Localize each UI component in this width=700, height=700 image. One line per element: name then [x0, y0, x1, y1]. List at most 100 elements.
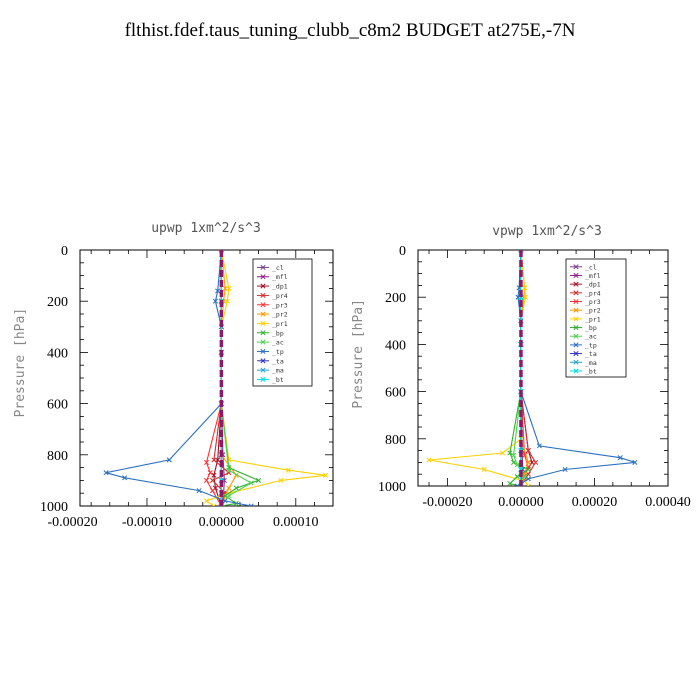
- series-point: [525, 466, 531, 473]
- legend-marker: [573, 324, 579, 331]
- series-group: [426, 250, 638, 486]
- series-line-pr1: [205, 250, 326, 506]
- legend-marker: [260, 367, 266, 373]
- chart-panel-2: vpwp 1xm^2/s^3 Pressure [hPa] 0 200 400 600 80…: [351, 224, 691, 510]
- series-point: [103, 470, 109, 476]
- legend-marker: [260, 264, 266, 270]
- legend-marker: [260, 320, 266, 326]
- series-line-pr3: [205, 250, 222, 506]
- legend-label: _pr3: [272, 301, 288, 309]
- x-tick-label: -0.00020: [422, 495, 472, 510]
- series-point: [166, 457, 172, 463]
- y-tick-label: 800: [385, 433, 406, 448]
- x-tick-label: 0.00020: [572, 495, 618, 510]
- legend-marker: [260, 274, 266, 280]
- x-tick-label: 0.00000: [498, 495, 544, 510]
- legend-marker: [573, 264, 579, 270]
- series-point: [122, 475, 128, 481]
- x-tick-label: 0.00000: [199, 515, 245, 530]
- legend-label: _pr3: [585, 298, 601, 306]
- legend-marker: [260, 283, 266, 289]
- series-point: [507, 450, 513, 456]
- y-tick-label: 600: [385, 386, 406, 401]
- series-point: [525, 483, 531, 486]
- series-point: [617, 455, 623, 461]
- legend-label: _dp1: [585, 281, 601, 289]
- chart-title: vpwp 1xm^2/s^3: [492, 224, 602, 239]
- series-point: [514, 483, 520, 486]
- series-point: [222, 493, 228, 499]
- series-point: [226, 285, 232, 291]
- legend-marker: [573, 368, 579, 374]
- series-point: [211, 457, 217, 463]
- series-point: [522, 285, 528, 291]
- series-point: [248, 503, 254, 506]
- legend-label: _pr2: [272, 311, 288, 319]
- legend-marker: [573, 290, 579, 296]
- y-tick-label: 0: [61, 244, 68, 259]
- series-point: [207, 470, 213, 476]
- chart-panel-1: upwp 1xm^2/s^3 Pressure [hPa] 0 200 400 600 80…: [13, 221, 334, 530]
- legend: _cl_mfl_dp1_pr4_pr3_pr2_pr1_bp_ac_tp_ta_…: [565, 258, 627, 378]
- legend-marker: [260, 292, 266, 298]
- series-point: [224, 298, 230, 304]
- series-point: [511, 452, 517, 458]
- legend-label: _ac: [272, 339, 284, 347]
- y-tick-label: 200: [385, 291, 406, 306]
- legend-label: _pr2: [585, 307, 601, 315]
- legend-label: _tp: [585, 341, 597, 349]
- series-point: [536, 443, 542, 449]
- legend-box: [252, 258, 313, 387]
- series-point: [533, 459, 539, 465]
- series-line-pr1: [428, 250, 529, 486]
- legend-label: _ac: [585, 333, 597, 341]
- legend-marker: [573, 333, 579, 339]
- legend-marker: [573, 342, 579, 348]
- plot-frame: [417, 249, 669, 487]
- y-axis-label: Pressure [hPa]: [351, 299, 366, 409]
- legend-marker: [260, 330, 266, 336]
- series-point: [525, 471, 531, 477]
- legend-marker: [573, 316, 579, 322]
- series-point: [209, 488, 216, 494]
- series-point: [514, 474, 520, 480]
- legend-marker: [573, 351, 579, 357]
- series-point: [203, 498, 210, 504]
- legend-marker: [573, 359, 579, 365]
- y-tick-label: 400: [385, 338, 406, 353]
- y-tick-label: 800: [47, 449, 68, 464]
- series-group: [103, 250, 329, 506]
- series-point: [511, 459, 517, 465]
- series-point: [525, 448, 531, 454]
- legend-label: _pr4: [585, 289, 601, 297]
- legend-label: _bt: [585, 367, 597, 375]
- x-tick-label: -0.00020: [47, 515, 97, 530]
- legend-label: _ta: [272, 357, 284, 365]
- series-point: [211, 472, 217, 478]
- series-point: [500, 450, 506, 456]
- series-point: [481, 466, 487, 473]
- legend-label: _pr1: [272, 320, 288, 328]
- series-point: [426, 457, 432, 463]
- legend-label: _ma: [272, 367, 284, 375]
- series-point: [222, 498, 228, 504]
- legend-marker: [260, 348, 266, 355]
- series-point: [522, 294, 528, 300]
- x-tick-label: 0.00040: [645, 495, 691, 510]
- series-point: [203, 477, 210, 483]
- series-point: [562, 466, 568, 473]
- series-point: [522, 474, 528, 480]
- legend-label: _mfl: [272, 273, 288, 281]
- legend-label: _pr1: [585, 315, 601, 323]
- series-point: [514, 462, 520, 468]
- legend-marker: [260, 311, 266, 317]
- series-point: [211, 503, 217, 506]
- legend-label: _cl: [272, 264, 284, 272]
- legend-label: _dp1: [272, 283, 288, 291]
- series-point: [323, 472, 329, 478]
- series-point: [632, 459, 638, 465]
- y-tick-label: 1000: [40, 500, 68, 515]
- series-point: [248, 480, 254, 486]
- legend-marker: [260, 358, 266, 364]
- figure-title: flthist.fdef.taus_tuning_clubb_c8m2 BUDG…: [124, 20, 576, 41]
